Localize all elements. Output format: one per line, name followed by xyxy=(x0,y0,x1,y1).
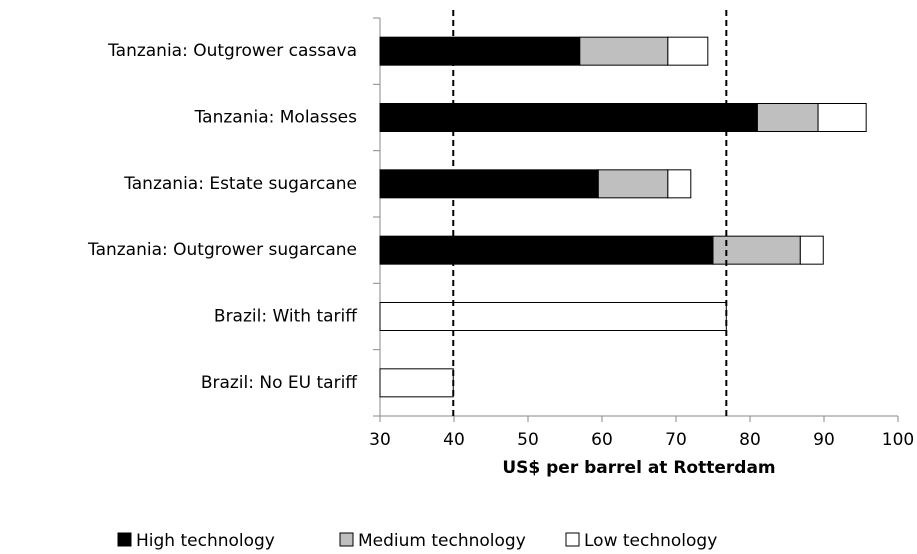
legend-swatch xyxy=(565,532,580,547)
bar-segment xyxy=(667,169,692,199)
bar-segment xyxy=(379,103,758,132)
x-tick-label: 40 xyxy=(443,430,465,450)
x-tick-label: 60 xyxy=(591,430,613,450)
legend-swatch xyxy=(339,532,354,547)
y-tick-label: Tanzania: Outgrower cassava xyxy=(107,41,357,61)
bar-segment xyxy=(597,169,669,199)
x-tick-label: 30 xyxy=(369,430,391,450)
x-tick-label: 80 xyxy=(739,430,761,450)
x-tick-label: 50 xyxy=(517,430,539,450)
bar-segment xyxy=(379,235,714,265)
x-tick-label: 70 xyxy=(665,430,687,450)
bar-segment xyxy=(379,302,727,331)
y-tick-label: Tanzania: Molasses xyxy=(194,108,358,128)
y-tick-label: Brazil: With tariff xyxy=(214,307,358,327)
y-tick-label: Brazil: No EU tariff xyxy=(201,373,358,393)
legend-label: Low technology xyxy=(584,531,717,551)
bar-segment xyxy=(817,103,867,132)
legend-label: Medium technology xyxy=(358,531,526,551)
x-axis-title: US$ per barrel at Rotterdam xyxy=(502,458,775,478)
x-tick-label: 90 xyxy=(813,430,835,450)
x-tick-label: 100 xyxy=(882,430,914,450)
bar-segment xyxy=(379,368,454,398)
bar-segment xyxy=(667,36,709,66)
bar-segment xyxy=(712,235,801,265)
bar-segment xyxy=(579,36,669,66)
y-tick-label: Tanzania: Estate sugarcane xyxy=(123,174,357,194)
bar-segment xyxy=(379,169,599,199)
y-tick-label: Tanzania: Outgrower sugarcane xyxy=(87,240,357,260)
legend-swatch xyxy=(117,532,132,547)
legend-label: High technology xyxy=(136,531,275,551)
bar-segment xyxy=(799,235,824,265)
bar-segment xyxy=(379,36,581,66)
bar-segment xyxy=(756,103,819,132)
